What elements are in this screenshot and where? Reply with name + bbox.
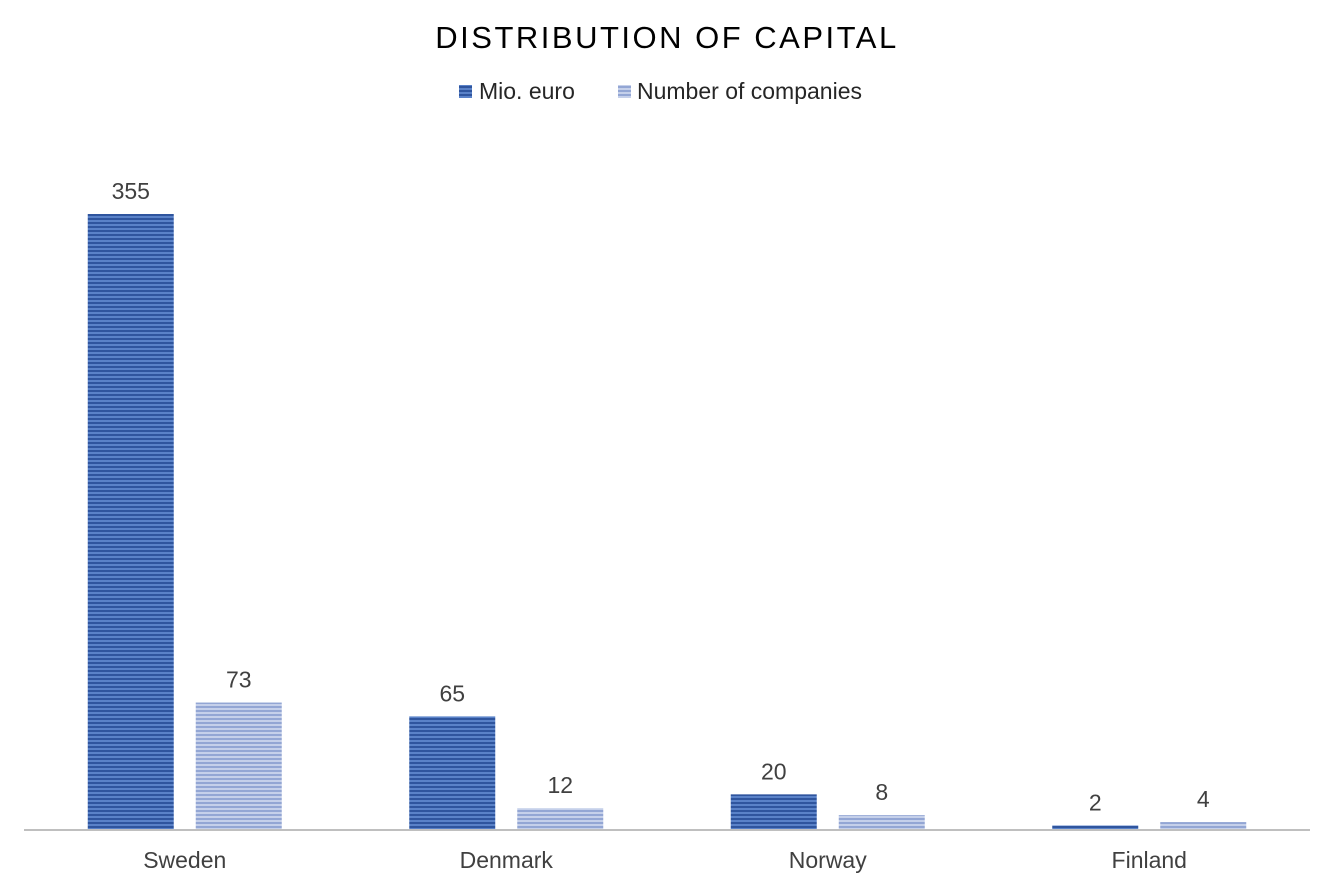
legend: Mio. euro Number of companies [459, 78, 862, 104]
chart-title: DISTRIBUTION OF CAPITAL [435, 20, 898, 55]
bar-sweden-mio-euro [87, 214, 174, 829]
legend-item-mio-euro: Mio. euro [459, 78, 575, 104]
data-label-finland-number-of-companies: 4 [1197, 786, 1210, 812]
legend-label-number-of-companies: Number of companies [637, 78, 862, 104]
bar-finland-mio-euro [1052, 825, 1139, 829]
data-label-finland-mio-euro: 2 [1089, 790, 1102, 816]
data-label-denmark-mio-euro: 65 [439, 680, 465, 706]
data-label-norway-number-of-companies: 8 [875, 779, 888, 805]
data-label-norway-mio-euro: 20 [761, 758, 787, 784]
plot-area: 355 73 Sweden 65 12 Denmark 20 8 Norway 2 4 Finland [24, 178, 1310, 873]
bar-denmark-mio-euro [409, 716, 496, 829]
bar-finland-number-of-companies [1160, 822, 1247, 829]
x-tick-label-sweden: Sweden [143, 847, 226, 873]
bar-denmark-number-of-companies [517, 808, 604, 829]
legend-label-mio-euro: Mio. euro [479, 78, 575, 104]
x-tick-label-finland: Finland [1112, 847, 1187, 873]
data-label-sweden-mio-euro: 355 [112, 178, 150, 204]
data-label-sweden-number-of-companies: 73 [226, 667, 252, 693]
x-tick-label-denmark: Denmark [460, 847, 554, 873]
bar-norway-number-of-companies [838, 815, 925, 829]
data-label-denmark-number-of-companies: 12 [547, 772, 573, 798]
bar-norway-mio-euro [730, 794, 817, 829]
legend-swatch-number-of-companies [618, 85, 631, 98]
x-tick-label-norway: Norway [789, 847, 867, 873]
bar-sweden-number-of-companies [195, 702, 282, 829]
legend-item-number-of-companies: Number of companies [618, 78, 862, 104]
legend-swatch-mio-euro [459, 85, 472, 98]
